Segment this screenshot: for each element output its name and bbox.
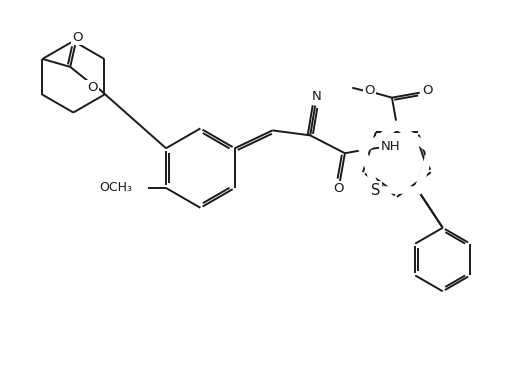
Text: O: O: [87, 81, 97, 94]
Text: O: O: [334, 183, 344, 195]
Text: O: O: [72, 31, 82, 44]
Text: N: N: [311, 90, 321, 103]
Text: NH: NH: [381, 140, 400, 153]
Text: S: S: [371, 183, 381, 198]
Text: O: O: [422, 84, 433, 97]
Text: OCH₃: OCH₃: [99, 182, 132, 194]
Text: O: O: [364, 84, 374, 97]
